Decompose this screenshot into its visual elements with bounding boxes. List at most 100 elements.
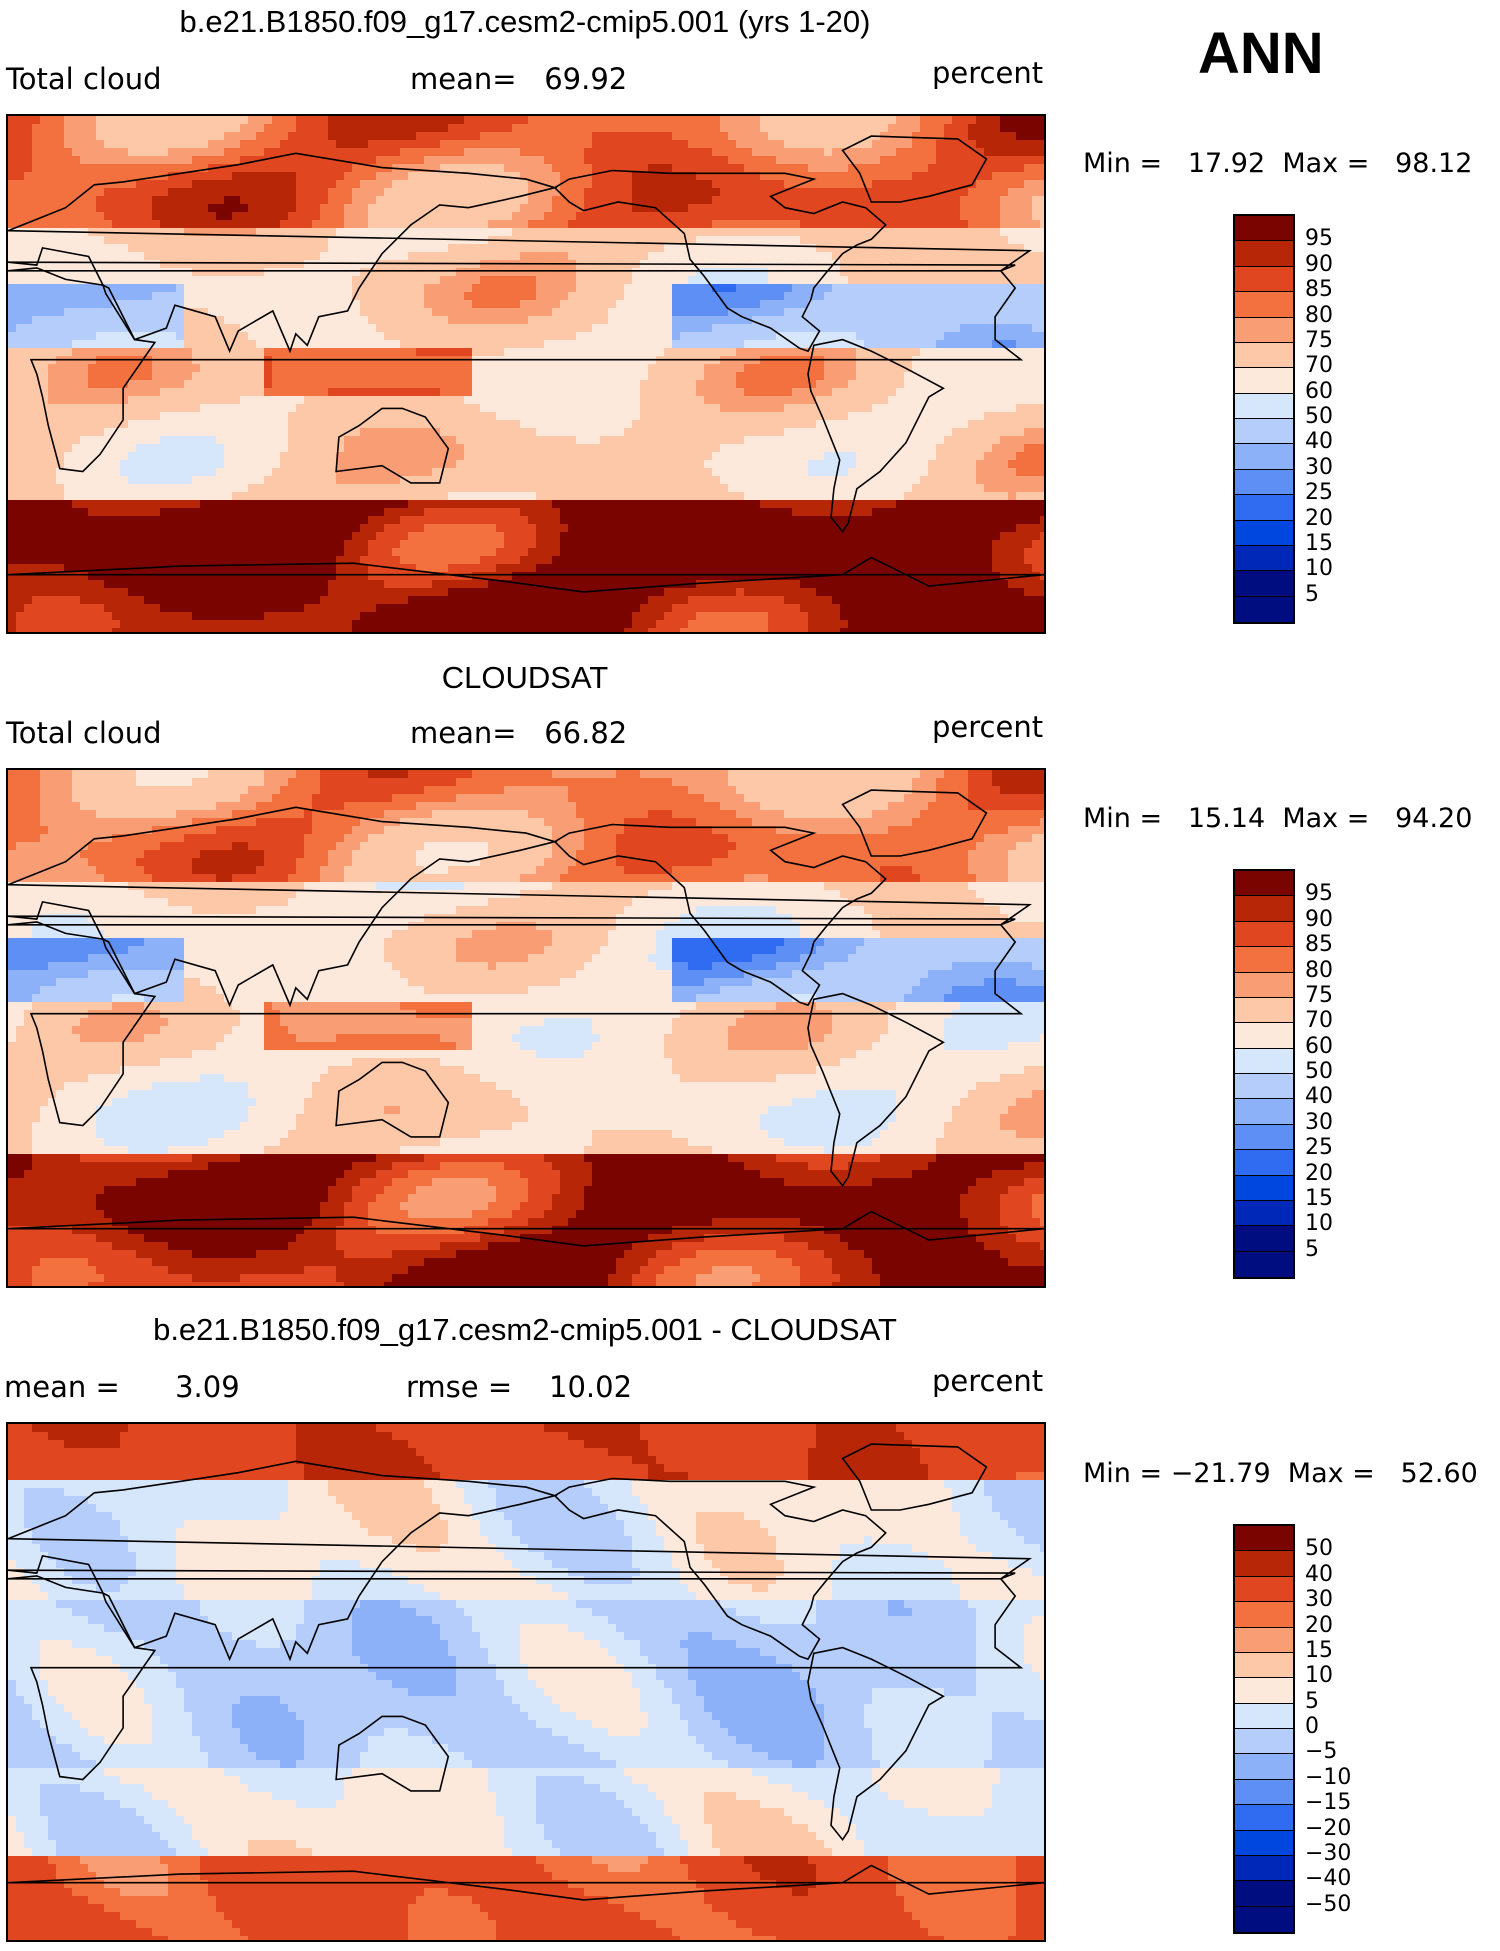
colorbar-swatch <box>1235 393 1293 419</box>
panel-2-units: percent <box>932 710 1043 744</box>
colorbar-tick-label: 90 <box>1305 907 1333 932</box>
colorbar-swatch <box>1235 1627 1293 1653</box>
colorbar-tick-label: −15 <box>1305 1790 1351 1815</box>
colorbar-swatch <box>1235 1729 1293 1755</box>
colorbar-swatch <box>1235 1099 1293 1125</box>
colorbar-swatch <box>1235 216 1293 242</box>
panel-2-min-max: Min = 15.14 Max = 94.20 <box>1083 803 1472 834</box>
colorbar-tick-label: 50 <box>1305 1059 1333 1084</box>
colorbar-swatch <box>1235 1652 1293 1679</box>
coastline <box>8 921 1024 1127</box>
colorbar-swatch <box>1235 292 1293 318</box>
coastline <box>8 152 1033 354</box>
colorbar-tick-label: 80 <box>1305 303 1333 328</box>
colorbar-tick-label: 15 <box>1305 531 1333 556</box>
colorbar-swatch <box>1235 1226 1293 1252</box>
colorbar-swatch <box>1235 1023 1293 1049</box>
coastline-layer <box>8 135 1044 593</box>
colorbar-swatch <box>1235 1200 1293 1227</box>
colorbar-swatch <box>1235 1779 1293 1806</box>
colorbar-tick-label: −20 <box>1305 1816 1351 1841</box>
panel-2-variable-label: Total cloud <box>6 716 161 750</box>
colorbar-swatch <box>1235 317 1293 343</box>
colorbar-swatch <box>1235 444 1293 470</box>
season-label: ANN <box>1198 20 1324 87</box>
colorbar-swatch <box>1235 495 1293 521</box>
contour-field <box>8 1424 1044 1940</box>
panel-3-min-max: Min = −21.79 Max = 52.60 <box>1083 1458 1478 1489</box>
panel-1-variable-label: Total cloud <box>6 62 161 96</box>
colorbar-swatch <box>1235 1175 1293 1201</box>
panel-1-min-max: Min = 17.92 Max = 98.12 <box>1083 148 1472 179</box>
panel-3-title: b.e21.B1850.f09_g17.cesm2-cmip5.001 - CL… <box>0 1312 1050 1348</box>
colorbar-tick-label: 40 <box>1305 429 1333 454</box>
colorbar-tick-label: 95 <box>1305 881 1333 906</box>
panel-3-map <box>6 1422 1046 1942</box>
colorbar-tick-label: 5 <box>1305 582 1319 607</box>
colorbar-swatch <box>1235 921 1293 948</box>
colorbar-swatch <box>1235 1576 1293 1603</box>
colorbar-tick-label: 60 <box>1305 379 1333 404</box>
coastline <box>841 1443 988 1511</box>
panel-2-map <box>6 768 1046 1288</box>
colorbar-tick-label: 70 <box>1305 1008 1333 1033</box>
panel-1-units: percent <box>932 56 1043 90</box>
coastline <box>841 789 988 857</box>
colorbar-tick-label: 50 <box>1305 1536 1333 1561</box>
colorbar-tick-label: 20 <box>1305 1161 1333 1186</box>
colorbar-tick-label: 10 <box>1305 556 1333 581</box>
colorbar-tick-label: −40 <box>1305 1866 1351 1891</box>
colorbar-swatch <box>1235 469 1293 496</box>
colorbar-swatch <box>1235 545 1293 572</box>
colorbar-tick-label: 50 <box>1305 404 1333 429</box>
coastline <box>335 407 450 484</box>
colorbar-tick-label: 10 <box>1305 1211 1333 1236</box>
coastline <box>841 135 988 203</box>
colorbar-tick-label: 85 <box>1305 932 1333 957</box>
colorbar-tick-label: 75 <box>1305 328 1333 353</box>
coastline <box>8 1864 1044 1901</box>
colorbar-swatch <box>1235 1906 1293 1932</box>
contour-field <box>8 770 1044 1286</box>
panel-1-title: b.e21.B1850.f09_g17.cesm2-cmip5.001 (yrs… <box>0 4 1050 40</box>
colorbar-tick-label: 15 <box>1305 1638 1333 1663</box>
colorbar-swatch <box>1235 1830 1293 1856</box>
colorbar-swatch <box>1235 1855 1293 1882</box>
coastline <box>8 267 1024 473</box>
coastline <box>335 1061 450 1138</box>
colorbar-swatch <box>1235 896 1293 922</box>
colorbar-tick-label: 30 <box>1305 455 1333 480</box>
colorbar-tick-label: 90 <box>1305 252 1333 277</box>
coastline <box>553 1477 887 1661</box>
panel-3-units: percent <box>932 1364 1043 1398</box>
coastline <box>553 823 887 1007</box>
coastline <box>807 338 945 534</box>
colorbar-tick-label: −30 <box>1305 1841 1351 1866</box>
coastline <box>8 1460 1033 1662</box>
colorbar-tick-label: 40 <box>1305 1562 1333 1587</box>
coastline <box>553 169 887 353</box>
colorbar-tick-label: 5 <box>1305 1689 1319 1714</box>
coastline <box>335 1715 450 1792</box>
coastline <box>8 1575 1024 1781</box>
colorbar-tick-label: −50 <box>1305 1892 1351 1917</box>
colorbar-swatch <box>1235 997 1293 1024</box>
coastline-layer <box>8 789 1044 1247</box>
colorbar-tick-label: 85 <box>1305 277 1333 302</box>
colorbar-swatch <box>1235 1074 1293 1100</box>
colorbar-tick-label: 75 <box>1305 983 1333 1008</box>
colorbar-tick-label: 40 <box>1305 1084 1333 1109</box>
colorbar-tick-label: 30 <box>1305 1587 1333 1612</box>
colorbar-tick-label: 0 <box>1305 1714 1319 1739</box>
panel-1-mean-value: mean= 69.92 <box>410 62 627 96</box>
colorbar-swatch <box>1235 972 1293 998</box>
colorbar-swatch <box>1235 1551 1293 1577</box>
colorbar-tick-label: 25 <box>1305 480 1333 505</box>
colorbar-tick-label: 5 <box>1305 1237 1319 1262</box>
coastline <box>807 1646 945 1842</box>
colorbar-swatch <box>1235 571 1293 597</box>
panel-3-mean-value: mean = 3.09 <box>4 1370 240 1404</box>
colorbar-swatch <box>1235 1048 1293 1074</box>
colorbar-swatch <box>1235 1150 1293 1176</box>
coastline-layer <box>8 1443 1044 1901</box>
